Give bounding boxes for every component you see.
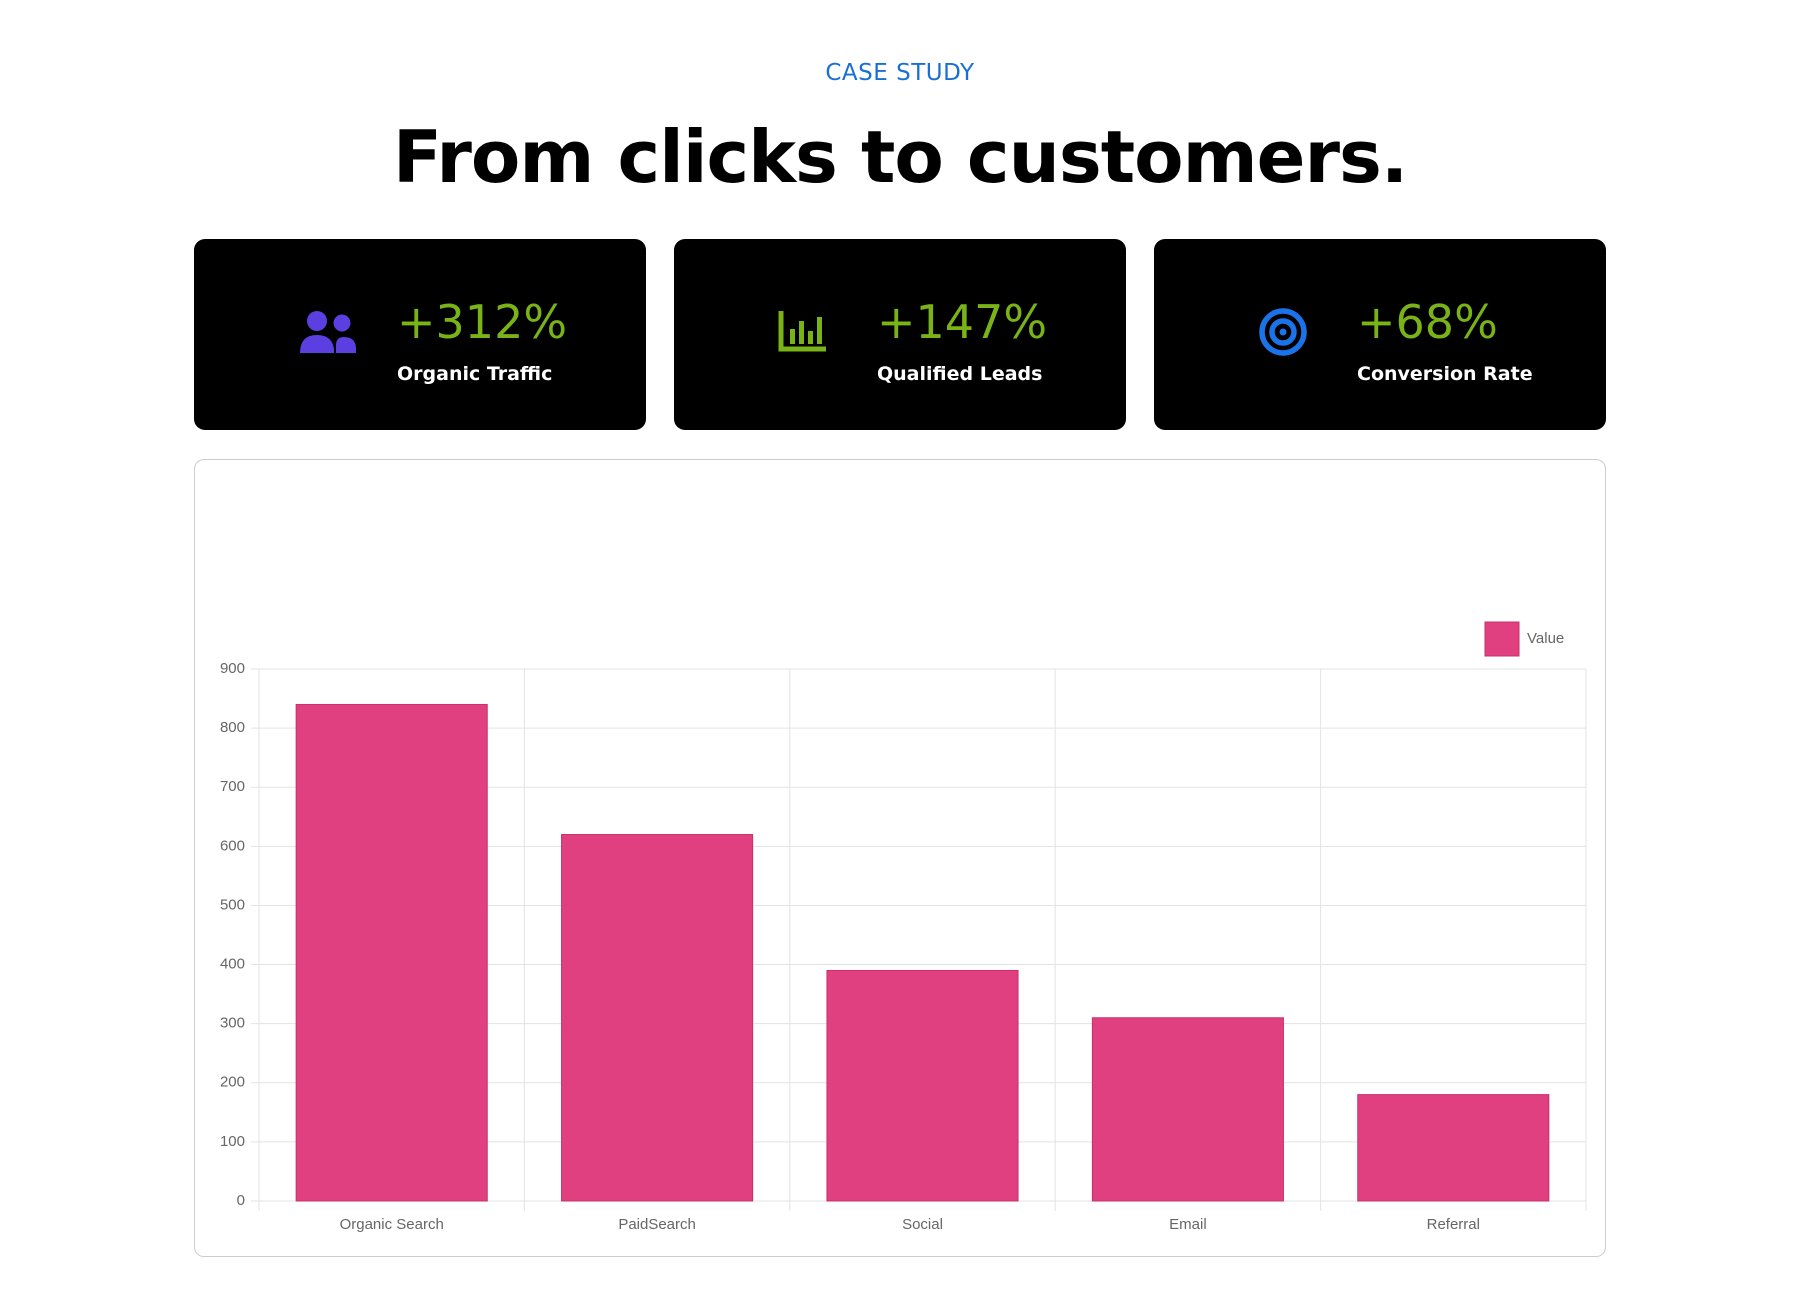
headline: From clicks to customers. (392, 115, 1408, 199)
stat-card: +147% Qualified Leads (674, 239, 1126, 430)
stat-label: Qualified Leads (877, 363, 1043, 385)
y-tick-label: 200 (220, 1074, 245, 1091)
y-tick-label: 400 (220, 956, 245, 973)
bar (1357, 1094, 1550, 1202)
stat-card: +312% Organic Traffic (194, 239, 646, 430)
bar (826, 969, 1019, 1202)
x-tick-label: PaidSearch (618, 1216, 696, 1233)
legend-label: Value (1527, 630, 1564, 647)
bar (295, 703, 488, 1202)
y-tick-label: 500 (220, 896, 245, 913)
stat-value: +312% (397, 295, 568, 349)
target-icon (1259, 308, 1307, 356)
bar (1091, 1017, 1284, 1202)
y-tick-label: 300 (220, 1015, 245, 1032)
y-tick-label: 0 (237, 1192, 245, 1209)
stat-card: +68% Conversion Rate (1154, 239, 1606, 430)
x-tick-label: Social (902, 1216, 943, 1233)
x-tick-label: Email (1169, 1216, 1207, 1233)
x-tick-label: Organic Search (340, 1216, 444, 1233)
stat-label: Conversion Rate (1357, 363, 1533, 385)
y-tick-label: 800 (220, 719, 245, 736)
y-tick-label: 100 (220, 1133, 245, 1150)
stat-label: Organic Traffic (397, 363, 553, 385)
legend-swatch (1484, 621, 1520, 657)
bar (561, 834, 754, 1202)
chart-icon (778, 311, 826, 352)
stat-value: +147% (877, 295, 1048, 349)
x-tick-label: Referral (1427, 1216, 1480, 1233)
y-tick-label: 600 (220, 837, 245, 854)
chart: 0 100 200 300 400 500 600 700 800 900 Organic Sear… (220, 621, 1587, 1233)
eyebrow: CASE STUDY (825, 60, 975, 86)
stat-value: +68% (1357, 295, 1498, 349)
chart-panel: 0 100 200 300 400 500 600 700 800 900 Organic Sear… (194, 459, 1606, 1257)
y-tick-label: 900 (220, 660, 245, 677)
users-icon (300, 311, 356, 353)
y-tick-label: 700 (220, 778, 245, 795)
